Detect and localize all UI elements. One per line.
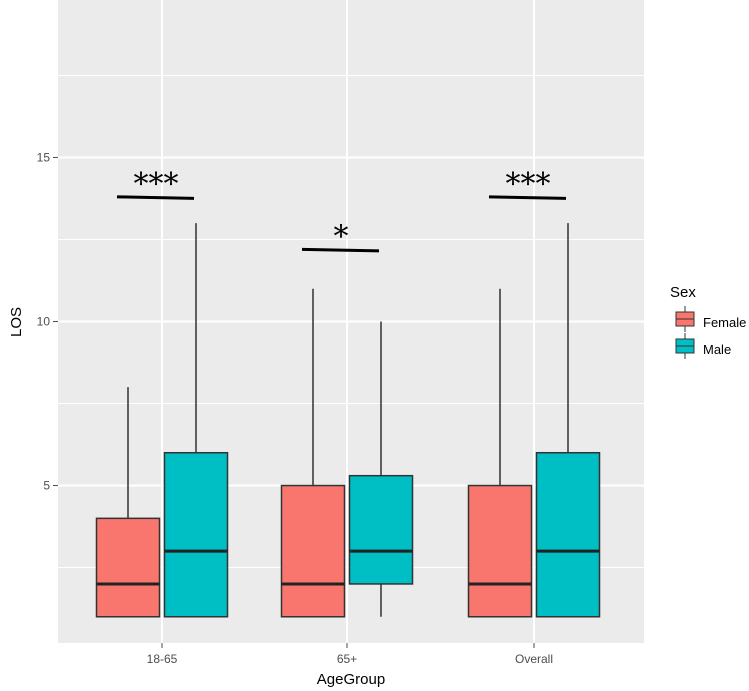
x-axis-title: AgeGroup xyxy=(317,671,385,688)
box-male-18-65 xyxy=(163,223,229,618)
box-female-overall xyxy=(467,288,533,618)
y-tick-label: 10 xyxy=(37,315,51,329)
box-female-65- xyxy=(280,288,346,618)
legend-key-female xyxy=(675,306,695,332)
significance-label: * xyxy=(334,219,349,254)
box-male-overall xyxy=(535,223,601,618)
x-tick-label: 65+ xyxy=(337,652,357,666)
significance-bar xyxy=(488,195,567,200)
y-tick-label: 5 xyxy=(43,479,50,493)
significance-bar xyxy=(301,247,380,253)
legend-title: Sex xyxy=(670,284,696,301)
box-body xyxy=(535,451,601,618)
y-tick-label: 15 xyxy=(37,150,51,164)
box-groups xyxy=(95,223,601,618)
box-body xyxy=(95,517,161,618)
box-female-18-65 xyxy=(95,387,161,618)
x-tick-label: Overall xyxy=(515,652,553,666)
y-axis-title: LOS xyxy=(8,307,25,337)
box-male-65- xyxy=(348,321,414,617)
box-body xyxy=(280,484,346,618)
x-tick-label: 18-65 xyxy=(147,652,178,666)
legend: Sex Female Male xyxy=(670,284,746,359)
legend-label-female: Female xyxy=(703,315,746,330)
x-axis-ticks: 18-65 65+ Overall xyxy=(147,643,553,666)
box-body xyxy=(163,451,229,618)
legend-key-male xyxy=(675,333,695,359)
major-gridlines xyxy=(58,0,644,643)
y-axis-ticks: 5 10 15 xyxy=(37,150,58,493)
significance-bar xyxy=(116,195,195,200)
box-body xyxy=(467,484,533,618)
legend-label-male: Male xyxy=(703,342,731,357)
significance-label: *** xyxy=(134,167,179,202)
box-body xyxy=(348,474,414,585)
significance-annotations: ******* xyxy=(116,167,567,254)
significance-label: *** xyxy=(506,167,551,202)
